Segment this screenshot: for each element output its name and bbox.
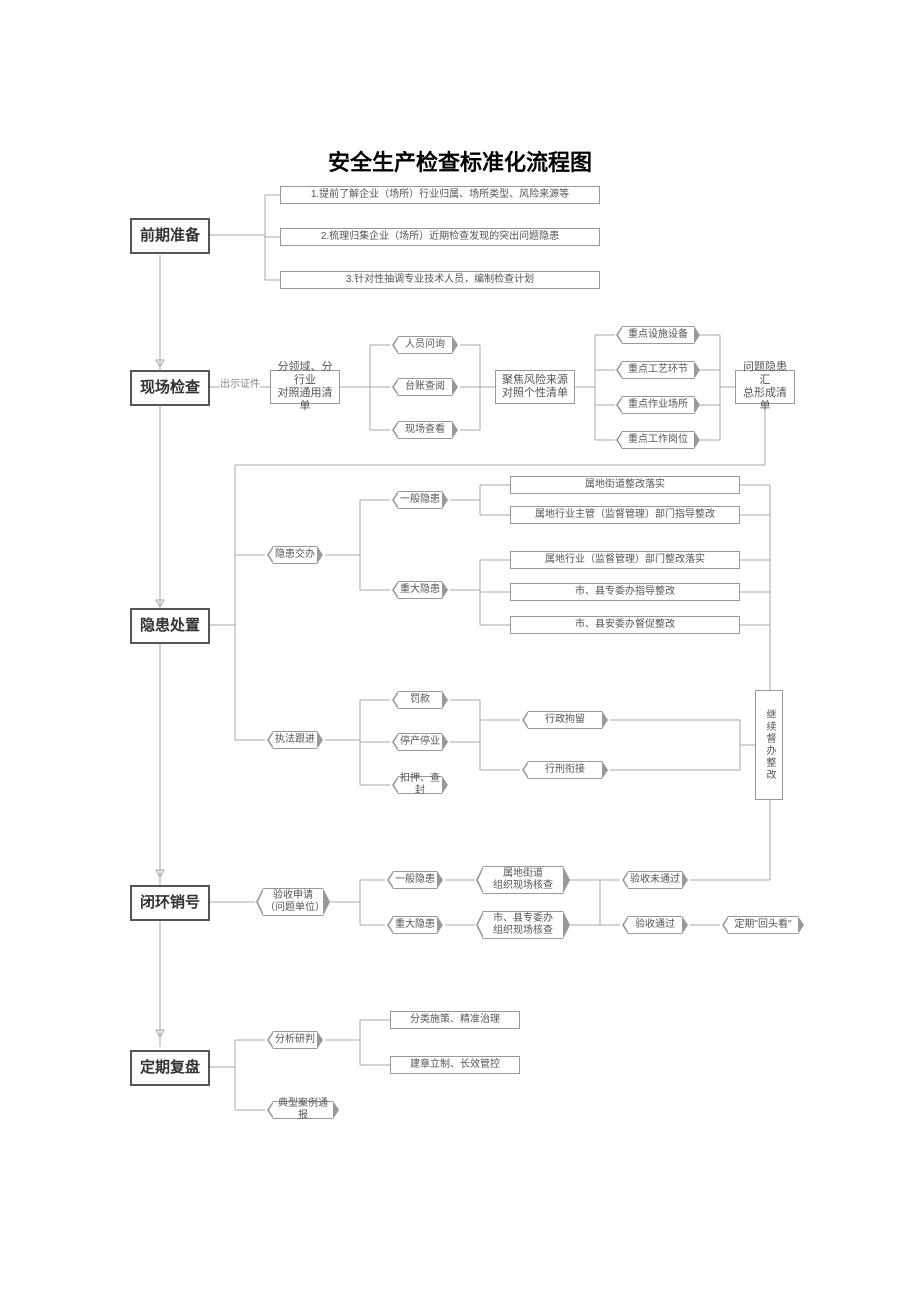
stage-onsite: 现场检查 <box>130 370 210 406</box>
closure-major: 重大隐患 <box>393 916 437 934</box>
penalty-2: 停产停业 <box>398 733 442 751</box>
onsite-step1: 分领域、分行业 对照通用清单 <box>270 370 340 404</box>
closure-lookback: 定期"回头看" <box>728 916 798 934</box>
onsite-edge-label: 出示证件 <box>220 375 260 390</box>
hazard-assign: 隐患交办 <box>273 546 317 564</box>
onsite-output: 问题隐患汇 总形成清单 <box>735 370 795 404</box>
hazard-enforce: 执法跟进 <box>273 731 317 749</box>
prep-item-1: 1.提前了解企业（场所）行业归属、场所类型、风险来源等 <box>280 186 600 204</box>
onsite-method-2: 台账查阅 <box>398 378 452 396</box>
stage-hazard: 隐患处置 <box>130 608 210 644</box>
closure-apply: 验收申请 （问题单位） <box>263 888 323 916</box>
further-2: 行刑衔接 <box>528 761 602 779</box>
stage-closure: 闭环销号 <box>130 885 210 921</box>
hazard-major-action-2: 市、县专委办指导整改 <box>510 583 740 601</box>
further-1: 行政拘留 <box>528 711 602 729</box>
hazard-general-action-1: 属地街道整改落实 <box>510 476 740 494</box>
onsite-focus-3: 重点作业场所 <box>622 396 694 414</box>
review-output-1: 分类施策、精准治理 <box>390 1011 520 1029</box>
onsite-focus-1: 重点设施设备 <box>622 326 694 344</box>
hazard-general: 一般隐患 <box>398 491 442 509</box>
stage-prep: 前期准备 <box>130 218 210 254</box>
onsite-method-3: 现场查看 <box>398 421 452 439</box>
review-output-2: 建章立制、长效管控 <box>390 1056 520 1074</box>
hazard-major-action-3: 市、县安委办督促整改 <box>510 616 740 634</box>
hazard-major: 重大隐患 <box>398 581 442 599</box>
closure-general: 一般隐患 <box>393 871 437 889</box>
hazard-major-action-1: 属地行业（监督管理）部门整改落实 <box>510 551 740 569</box>
onsite-step2: 聚焦风险来源 对照个性清单 <box>495 370 575 404</box>
prep-item-3: 3.针对性抽调专业技术人员，编制检查计划 <box>280 271 600 289</box>
prep-item-2: 2.梳理归集企业（场所）近期检查发现的突出问题隐患 <box>280 228 600 246</box>
penalty-1: 罚款 <box>398 691 442 709</box>
review-analyze: 分析研判 <box>273 1031 317 1049</box>
onsite-method-1: 人员问询 <box>398 336 452 354</box>
onsite-focus-4: 重点工作岗位 <box>622 431 694 449</box>
diagram-title: 安全生产检查标准化流程图 <box>0 145 920 177</box>
hazard-followup: 继续督办整改 <box>755 690 783 800</box>
stage-review: 定期复盘 <box>130 1050 210 1086</box>
closure-major-check: 市、县专委办 组织现场核查 <box>483 911 563 939</box>
closure-fail: 验收未通过 <box>628 871 682 889</box>
closure-general-check: 属地街道 组织现场核查 <box>483 866 563 894</box>
hazard-general-action-2: 属地行业主管（监督管理）部门指导整改 <box>510 506 740 524</box>
penalty-3: 扣押、查封 <box>398 776 442 794</box>
closure-pass: 验收通过 <box>628 916 682 934</box>
onsite-focus-2: 重点工艺环节 <box>622 361 694 379</box>
review-report: 典型案例通报 <box>273 1101 333 1119</box>
